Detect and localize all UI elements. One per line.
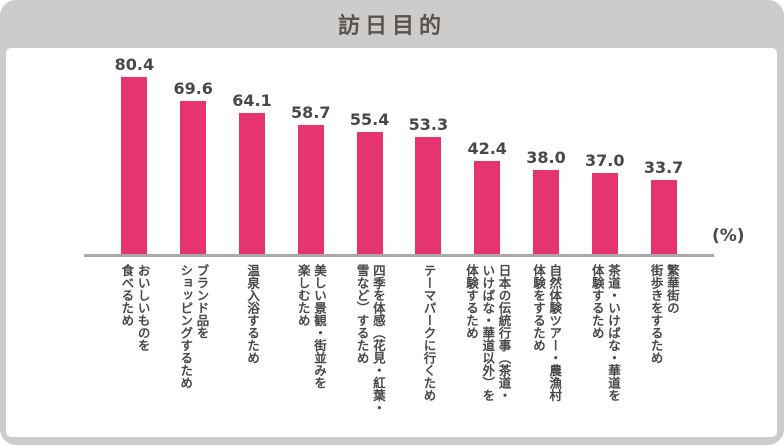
bar-value-label: 42.4 [467,139,507,158]
category-label: 自然体験ツアー・農漁村 体験をするため [530,264,563,402]
bar-group: 37.0 [575,151,634,254]
category-label-slot: 繁華街の 街歩きをするため [634,264,693,445]
bar-group: 33.7 [634,158,693,254]
category-label: 茶道・いけばな・華道を 体験するため [589,264,622,402]
bar [180,101,207,254]
category-label: 日本の伝統行事（茶道・ いけばな・華道以外）を 体験するため [464,264,512,402]
bar [297,125,324,254]
chart-title: 訪日目的 [337,14,446,39]
bar-value-label: 38.0 [526,148,566,167]
unit-label: (%) [712,226,745,246]
x-axis-line [84,254,714,257]
bar [532,170,559,254]
bar-group: 80.4 [105,55,164,254]
category-label: 繁華街の 街歩きをするため [648,264,680,364]
bar [415,137,442,254]
category-label-slot: 日本の伝統行事（茶道・ いけばな・華道以外）を 体験するため [458,264,517,445]
category-label-slot: ブランド品を ショッピングするため [164,264,223,445]
bar-value-label: 58.7 [291,103,331,122]
bar [121,77,148,254]
category-label-slot: 美しい景観・街並みを 楽しむため [281,264,340,445]
category-labels-container: おいしいものを 食べるため ブランド品を ショッピングするため 温泉入浴するため 美し… [105,264,693,445]
category-label: 美しい景観・街並みを 楽しむため [295,264,328,389]
bar-group: 58.7 [281,103,340,254]
category-label: 四季を体感（花見・紅葉・ 雪など）するため [354,264,386,414]
bar [238,113,265,254]
bar-group: 64.1 [223,91,282,254]
bars-container: 80.4 69.6 64.1 58.7 55.4 53.3 42.4 38.0 37.0 33.7 [105,48,693,254]
category-label-slot: 温泉入浴するため [223,264,282,445]
bar-value-label: 33.7 [643,158,684,177]
category-label-slot: おいしいものを 食べるため [105,264,164,445]
bar [650,180,677,254]
bar-value-label: 53.3 [408,115,449,134]
bar-value-label: 69.6 [173,79,213,98]
category-label: おいしいものを 食べるため [119,264,151,352]
bar [356,132,383,254]
bar-value-label: 37.0 [585,151,625,170]
category-label-slot: テーマパークに行くため [399,264,458,445]
bar-group: 38.0 [517,148,576,254]
bar-group: 42.4 [458,139,517,254]
bar-value-label: 64.1 [232,91,272,110]
chart-panel: 80.4 69.6 64.1 58.7 55.4 53.3 42.4 38.0 37.0 33.7… [6,48,777,437]
bar [591,173,618,254]
bar-value-label: 55.4 [349,110,390,129]
category-label: テーマパークに行くため [421,264,437,402]
bar-value-label: 80.4 [114,55,155,74]
category-label: 温泉入浴するため [245,264,261,364]
bar-group: 55.4 [340,110,399,254]
category-label-slot: 自然体験ツアー・農漁村 体験をするため [517,264,576,445]
category-label-slot: 茶道・いけばな・華道を 体験するため [575,264,634,445]
plot-area: 80.4 69.6 64.1 58.7 55.4 53.3 42.4 38.0 37.0 33.7… [6,48,777,437]
bar [474,161,501,254]
category-label: ブランド品を ショッピングするため [178,264,210,389]
bar-group: 53.3 [399,115,458,254]
chart-header: 訪日目的 [0,0,784,48]
bar-group: 69.6 [164,79,223,254]
category-label-slot: 四季を体感（花見・紅葉・ 雪など）するため [340,264,399,445]
